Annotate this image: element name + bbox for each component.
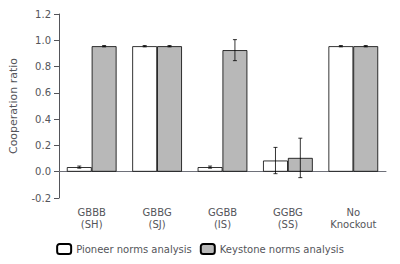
svg-text:Knockout: Knockout (330, 219, 376, 230)
svg-text:GBBB: GBBB (78, 207, 106, 218)
svg-text:(SH): (SH) (81, 219, 103, 230)
svg-text:-0.2: -0.2 (31, 193, 51, 204)
svg-text:(SJ): (SJ) (149, 219, 166, 230)
svg-text:0.2: 0.2 (35, 140, 51, 151)
svg-text:0.0: 0.0 (35, 166, 51, 177)
svg-text:(SS): (SS) (278, 219, 299, 230)
svg-text:0.8: 0.8 (35, 61, 51, 72)
svg-text:0.4: 0.4 (35, 114, 51, 125)
svg-text:Keystone norms analysis: Keystone norms analysis (220, 244, 344, 255)
svg-text:1.0: 1.0 (35, 35, 51, 46)
svg-text:No: No (346, 207, 360, 218)
svg-text:GGBB: GGBB (208, 207, 237, 218)
svg-text:GBBG: GBBG (143, 207, 172, 218)
svg-text:GGBG: GGBG (273, 207, 303, 218)
svg-text:Pioneer norms analysis: Pioneer norms analysis (76, 244, 192, 255)
svg-text:0.6: 0.6 (35, 87, 51, 98)
svg-text:Cooperation ratio: Cooperation ratio (7, 58, 20, 154)
svg-text:(IS): (IS) (214, 219, 231, 230)
svg-text:1.2: 1.2 (35, 9, 51, 20)
